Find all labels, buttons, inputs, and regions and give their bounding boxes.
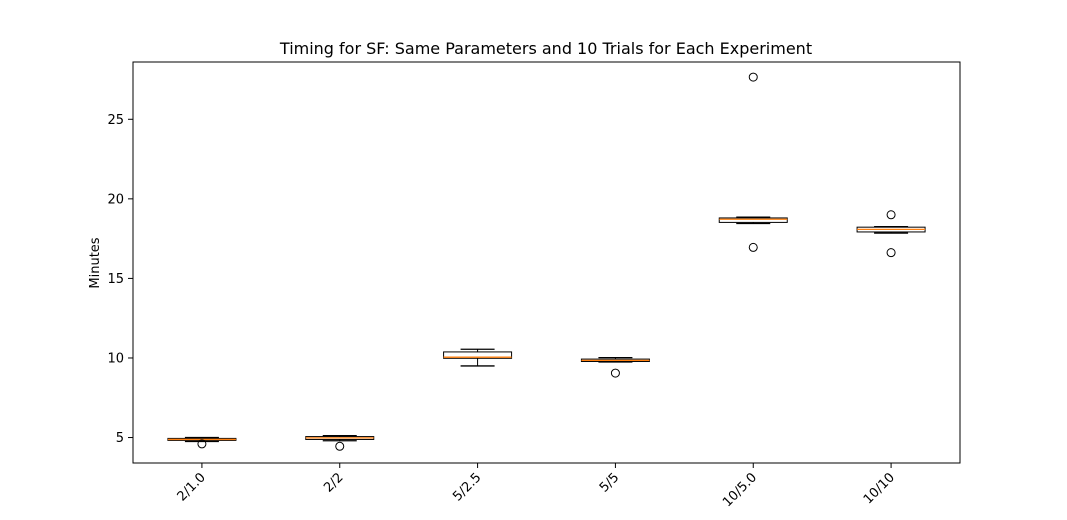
outlier-point (748, 72, 758, 82)
plot-area: 5 10 15 20 25 2/1.0 2/2 5/2.5 5/5 10/5.0 10/10 (107, 61, 961, 510)
x-tick-label: 2/2 (321, 470, 346, 495)
outlier-point (197, 439, 207, 449)
y-tick-label: 15 (107, 272, 124, 287)
x-tick-label: 5/2.5 (450, 470, 484, 504)
outlier-point (610, 368, 620, 378)
y-tick-label: 10 (107, 351, 124, 366)
y-axis-label: Minutes (88, 237, 103, 288)
x-tick-label: 10/10 (861, 470, 898, 507)
x-tick-label: 10/5.0 (720, 470, 760, 510)
outlier-point (335, 441, 345, 451)
y-tick-label: 5 (116, 431, 124, 446)
outlier-point (886, 210, 896, 220)
outlier-point (886, 248, 896, 258)
box (718, 217, 788, 223)
outlier-point (748, 242, 758, 252)
x-tick-label: 5/5 (597, 470, 622, 495)
axes-frame (132, 61, 961, 464)
x-tick-label: 2/1.0 (175, 470, 209, 504)
y-tick-label: 20 (107, 192, 124, 207)
y-tick-label: 25 (107, 113, 124, 128)
chart-title: Timing for SF: Same Parameters and 10 Tr… (279, 39, 812, 58)
box (443, 351, 513, 359)
